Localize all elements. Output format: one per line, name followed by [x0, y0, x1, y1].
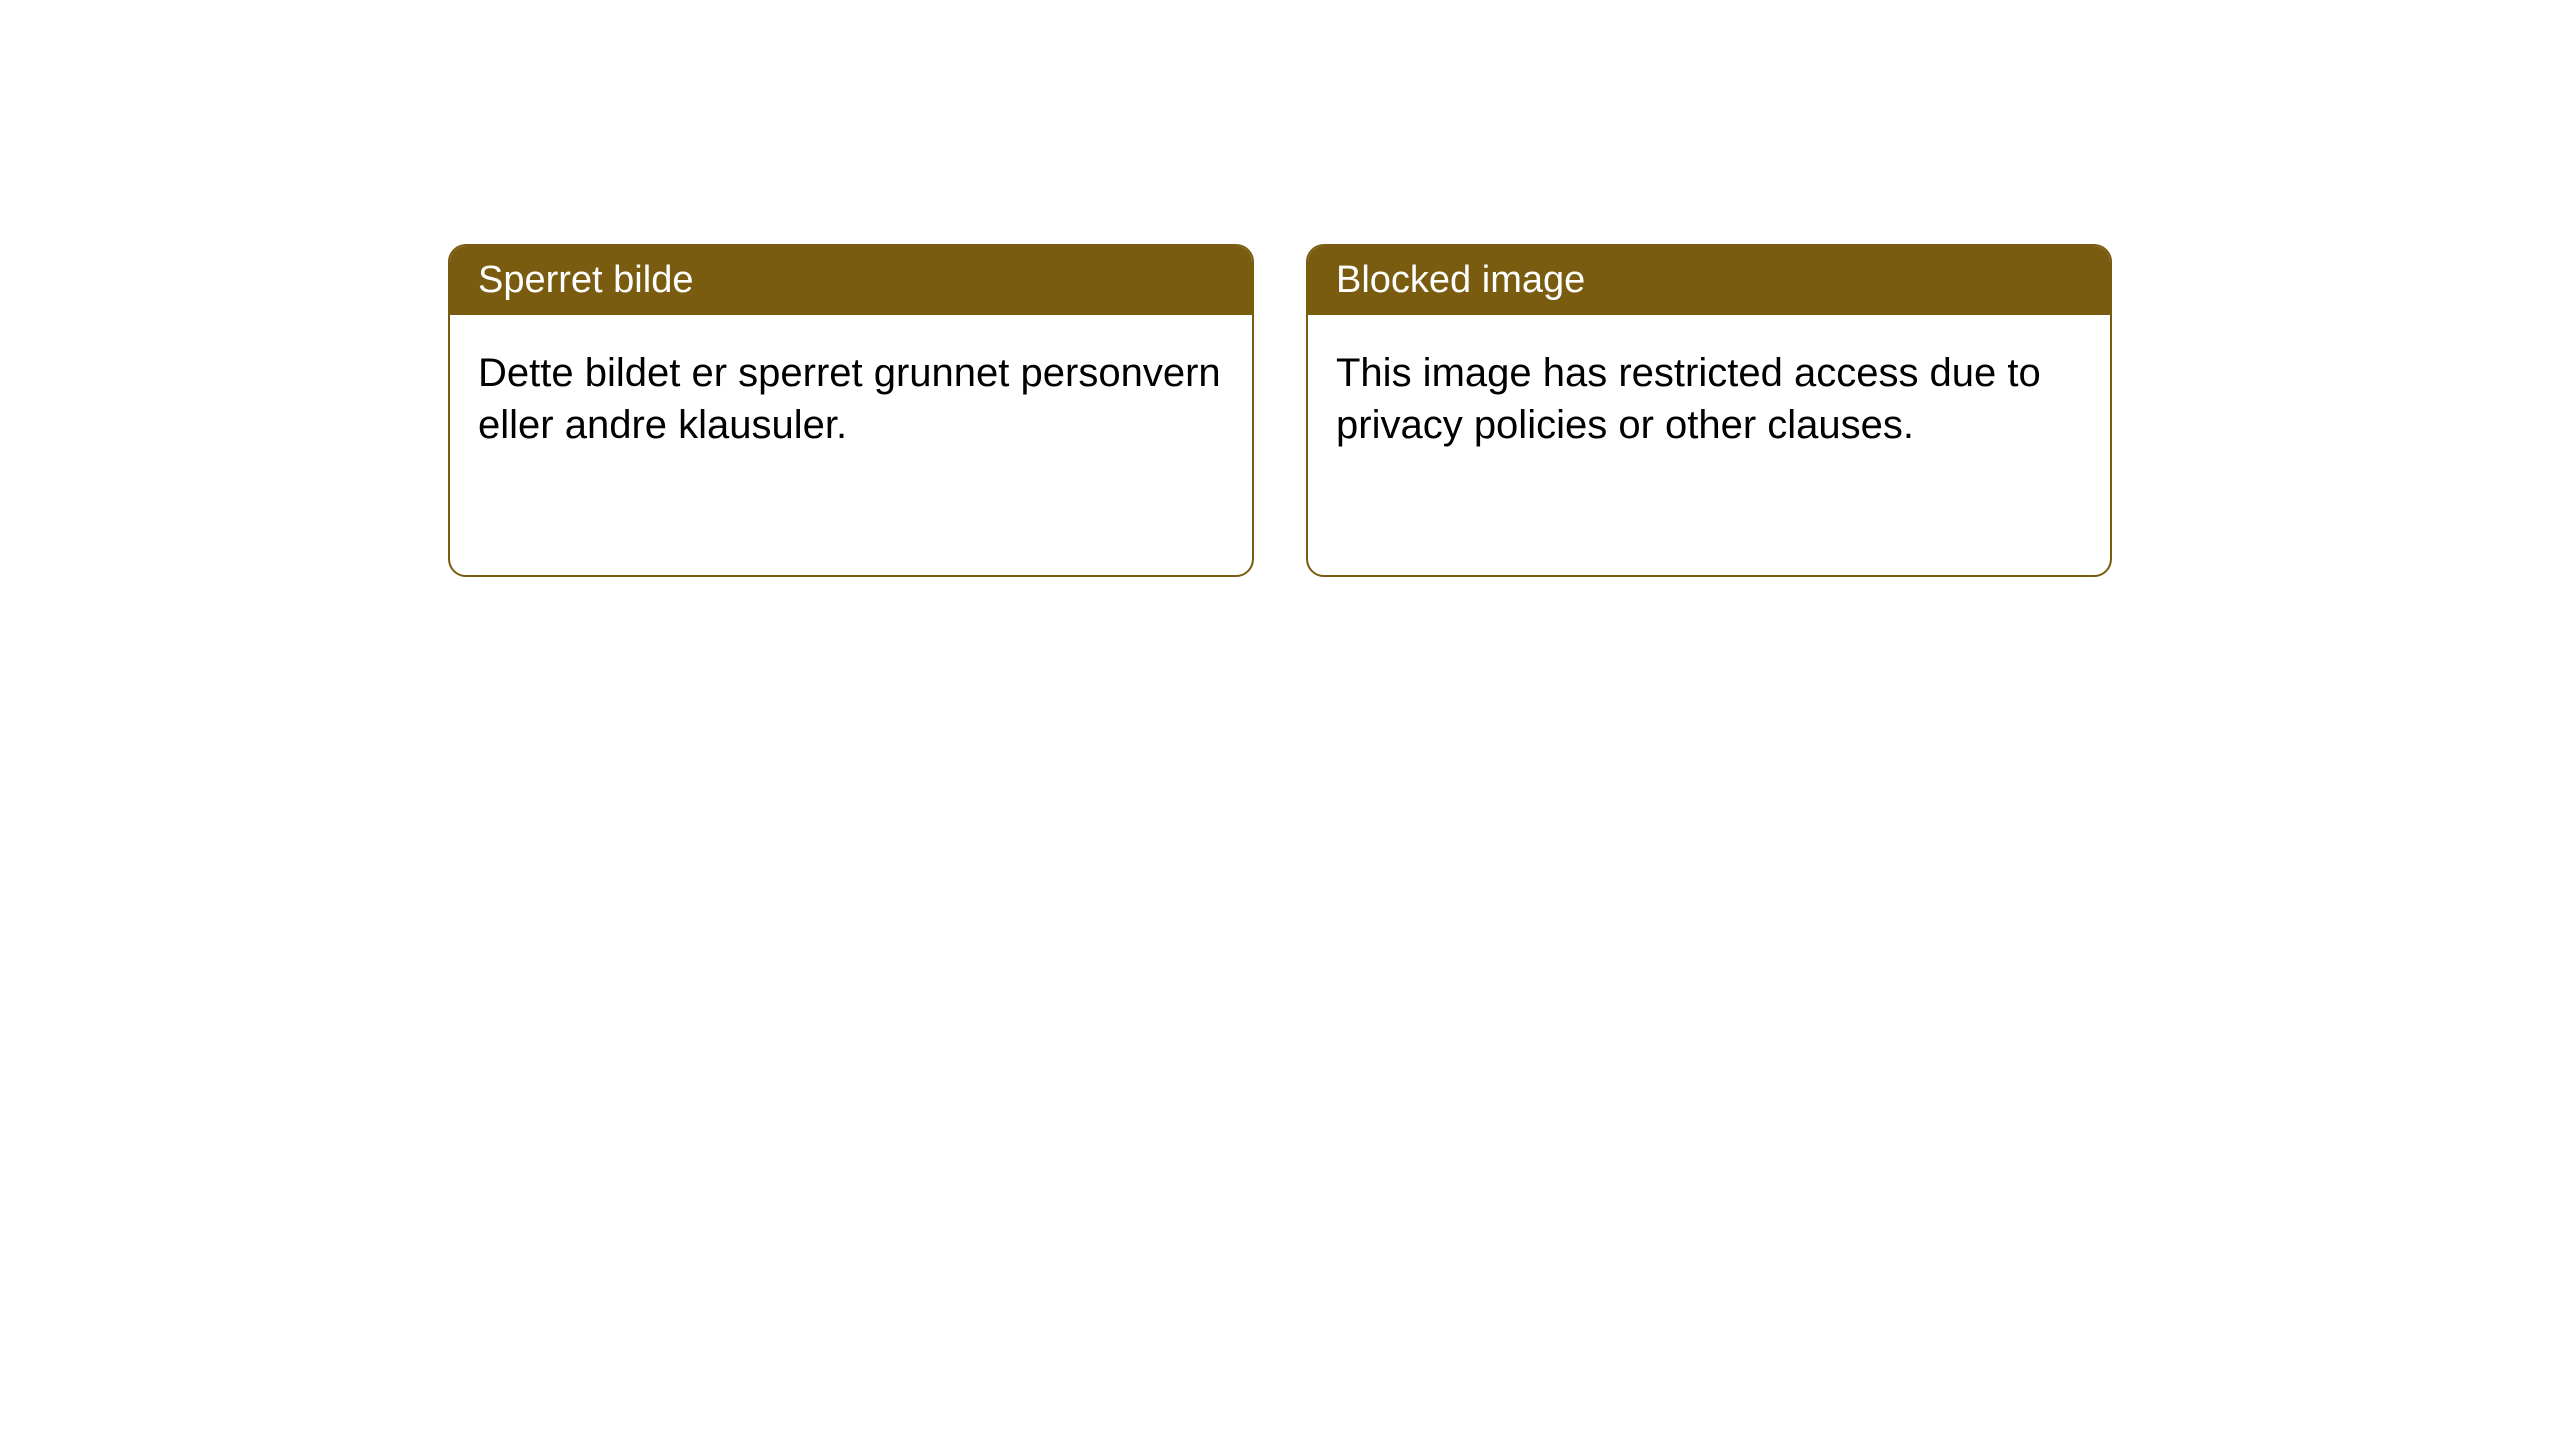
card-title: Sperret bilde: [478, 259, 693, 301]
card-body-text: This image has restricted access due to …: [1336, 351, 2041, 447]
card-body: Dette bildet er sperret grunnet personve…: [450, 315, 1252, 483]
card-body: This image has restricted access due to …: [1308, 315, 2110, 483]
card-body-text: Dette bildet er sperret grunnet personve…: [478, 351, 1221, 447]
card-header: Blocked image: [1308, 246, 2110, 315]
card-header: Sperret bilde: [450, 246, 1252, 315]
notice-cards-row: Sperret bilde Dette bildet er sperret gr…: [0, 0, 2560, 577]
card-title: Blocked image: [1336, 259, 1585, 301]
blocked-image-card-en: Blocked image This image has restricted …: [1306, 244, 2112, 577]
blocked-image-card-no: Sperret bilde Dette bildet er sperret gr…: [448, 244, 1254, 577]
